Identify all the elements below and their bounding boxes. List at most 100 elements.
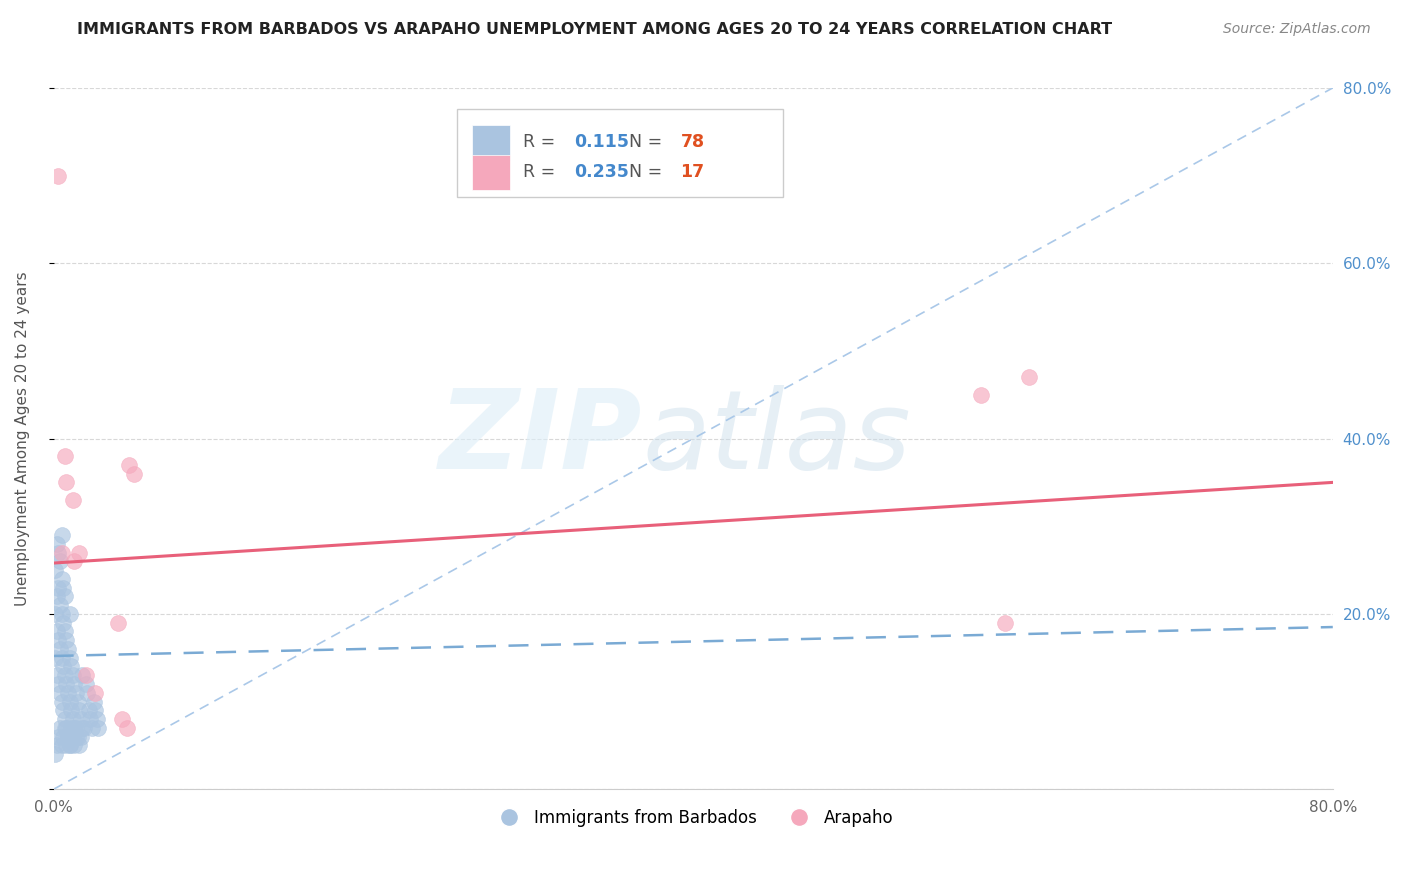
Text: Source: ZipAtlas.com: Source: ZipAtlas.com bbox=[1223, 22, 1371, 37]
Point bbox=[60, 721, 83, 735]
Point bbox=[55, 475, 77, 490]
Point bbox=[62, 730, 84, 744]
Point bbox=[55, 739, 77, 753]
Point bbox=[67, 739, 90, 753]
Point bbox=[45, 624, 67, 639]
Point bbox=[56, 730, 79, 744]
Point bbox=[56, 686, 79, 700]
Point bbox=[115, 721, 138, 735]
Point bbox=[44, 650, 66, 665]
Point bbox=[53, 449, 76, 463]
Point bbox=[77, 703, 100, 717]
Point bbox=[122, 467, 145, 481]
Point bbox=[62, 712, 84, 726]
Point bbox=[63, 739, 86, 753]
Point bbox=[75, 668, 97, 682]
Point bbox=[51, 528, 73, 542]
Point bbox=[45, 590, 67, 604]
Point bbox=[45, 537, 67, 551]
Point bbox=[55, 633, 77, 648]
Point bbox=[51, 694, 73, 708]
FancyBboxPatch shape bbox=[472, 154, 510, 190]
Point bbox=[59, 607, 82, 621]
Point bbox=[79, 712, 101, 726]
Point bbox=[53, 624, 76, 639]
Point bbox=[51, 572, 73, 586]
Point bbox=[60, 703, 83, 717]
Point bbox=[53, 721, 76, 735]
Point bbox=[60, 659, 83, 673]
Point bbox=[65, 730, 87, 744]
Point bbox=[49, 554, 72, 568]
Point bbox=[65, 686, 87, 700]
Point bbox=[87, 721, 110, 735]
Point bbox=[75, 677, 97, 691]
Text: N =: N = bbox=[630, 133, 668, 152]
Point bbox=[62, 492, 84, 507]
Point bbox=[44, 747, 66, 761]
Point bbox=[56, 642, 79, 657]
Point bbox=[48, 677, 70, 691]
Point bbox=[56, 730, 79, 744]
Point bbox=[51, 607, 73, 621]
Point bbox=[63, 554, 86, 568]
Point bbox=[66, 730, 89, 744]
Text: 0.115: 0.115 bbox=[574, 133, 630, 152]
Point bbox=[45, 668, 67, 682]
Point bbox=[65, 721, 87, 735]
Legend: Immigrants from Barbados, Arapaho: Immigrants from Barbados, Arapaho bbox=[486, 802, 900, 833]
Point bbox=[48, 730, 70, 744]
Point bbox=[83, 694, 105, 708]
Point bbox=[59, 739, 82, 753]
Point bbox=[63, 677, 86, 691]
Point bbox=[111, 712, 134, 726]
Text: 78: 78 bbox=[681, 133, 704, 152]
Point bbox=[72, 721, 94, 735]
Point bbox=[49, 721, 72, 735]
Point bbox=[48, 633, 70, 648]
Point bbox=[62, 668, 84, 682]
Text: ZIP: ZIP bbox=[439, 385, 643, 492]
Point bbox=[59, 694, 82, 708]
Point bbox=[52, 615, 75, 630]
Point bbox=[86, 712, 108, 726]
Point bbox=[53, 668, 76, 682]
Point bbox=[52, 659, 75, 673]
Text: atlas: atlas bbox=[643, 385, 911, 492]
Point bbox=[80, 721, 103, 735]
Point bbox=[59, 650, 82, 665]
Point bbox=[107, 615, 129, 630]
Point bbox=[51, 650, 73, 665]
Point bbox=[49, 598, 72, 612]
Point bbox=[76, 686, 98, 700]
Point bbox=[44, 563, 66, 577]
Text: 17: 17 bbox=[681, 163, 704, 181]
Point bbox=[52, 703, 75, 717]
Point bbox=[69, 712, 91, 726]
Point bbox=[48, 169, 70, 183]
Point bbox=[72, 668, 94, 682]
Text: N =: N = bbox=[630, 163, 668, 181]
Point bbox=[55, 721, 77, 735]
Point bbox=[52, 581, 75, 595]
Point bbox=[49, 686, 72, 700]
Point bbox=[69, 730, 91, 744]
Point bbox=[118, 458, 141, 472]
Point bbox=[45, 739, 67, 753]
Point bbox=[84, 686, 107, 700]
Point bbox=[63, 721, 86, 735]
Point bbox=[55, 677, 77, 691]
FancyBboxPatch shape bbox=[472, 125, 510, 160]
Point bbox=[994, 615, 1017, 630]
Y-axis label: Unemployment Among Ages 20 to 24 years: Unemployment Among Ages 20 to 24 years bbox=[15, 271, 30, 606]
Point bbox=[53, 712, 76, 726]
Point bbox=[53, 590, 76, 604]
Point bbox=[66, 694, 89, 708]
Point bbox=[1018, 370, 1040, 384]
Point bbox=[73, 721, 96, 735]
Point bbox=[67, 545, 90, 559]
FancyBboxPatch shape bbox=[457, 109, 783, 196]
Point bbox=[48, 581, 70, 595]
Point bbox=[51, 739, 73, 753]
Point bbox=[48, 545, 70, 559]
